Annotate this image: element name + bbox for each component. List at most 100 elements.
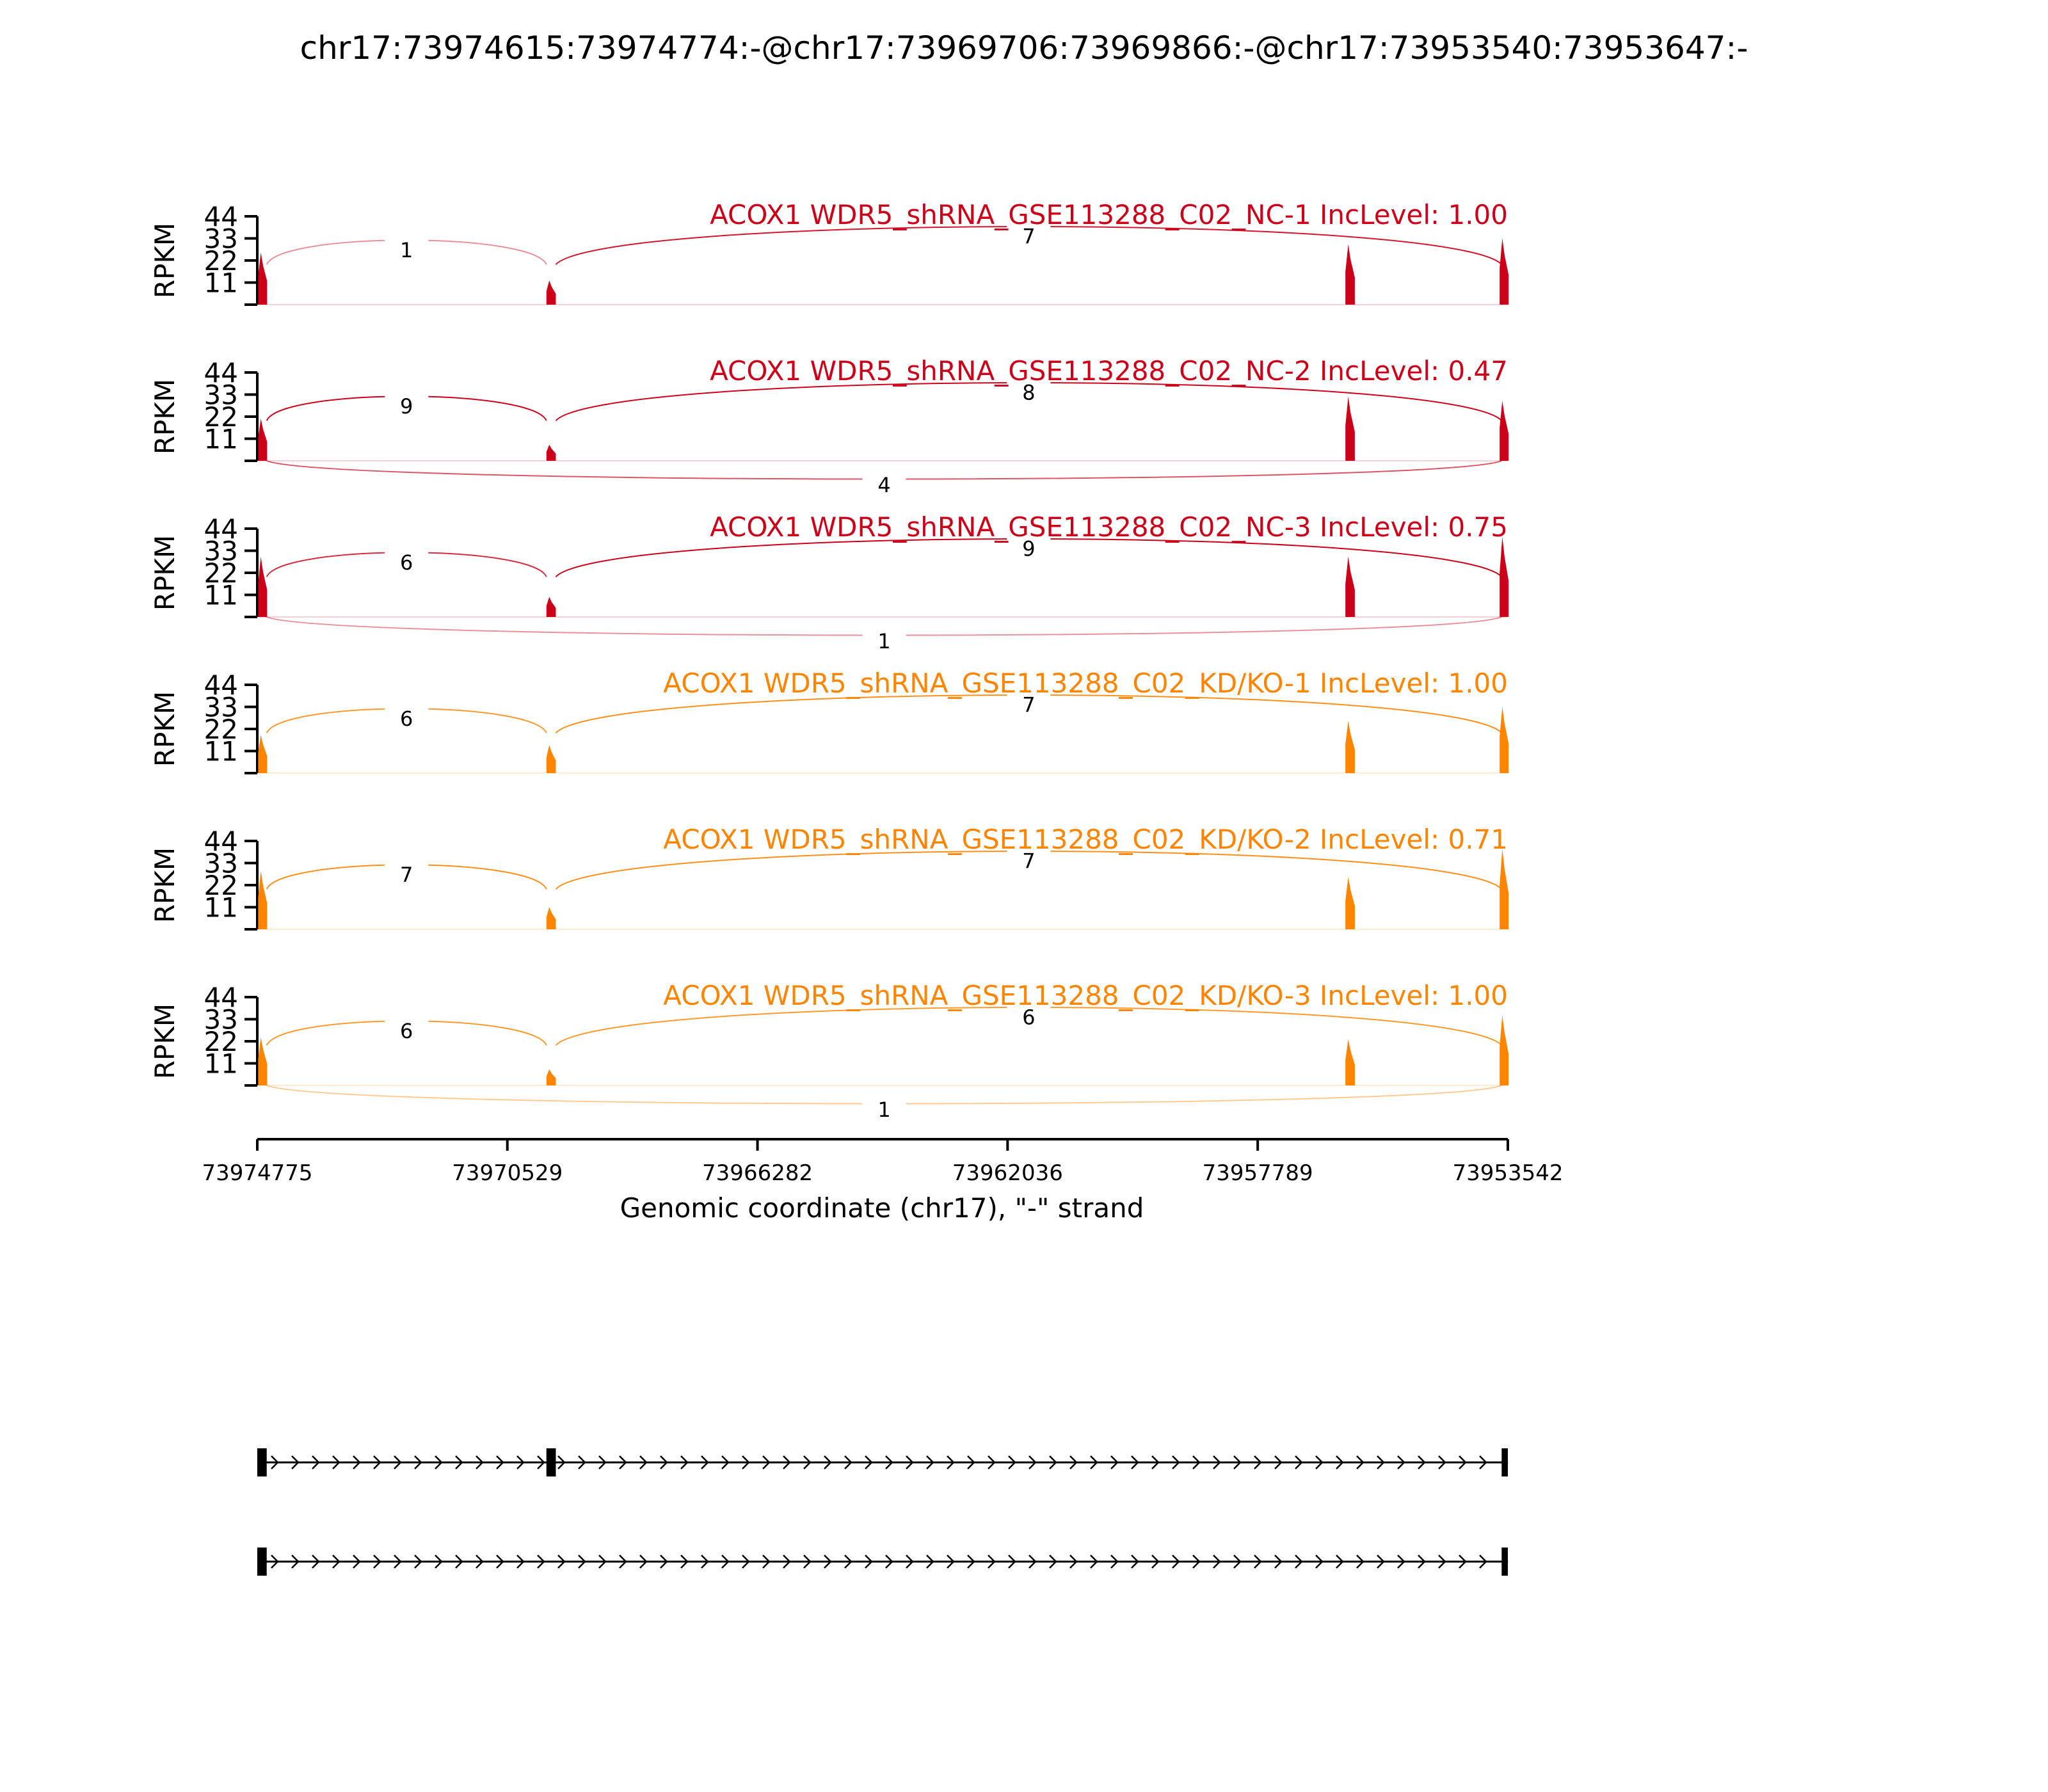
strand-arrow: [721, 1455, 730, 1469]
junction-count-background: [1007, 378, 1051, 407]
junction-count-background: [1007, 1003, 1051, 1032]
strand-arrow: [1069, 1555, 1078, 1569]
coverage-peak: [258, 252, 268, 305]
junction-count-background: [385, 392, 429, 420]
strand-arrow: [967, 1455, 975, 1469]
strand-arrow: [1315, 1555, 1324, 1569]
strand-arrow: [271, 1555, 279, 1569]
strand-arrow: [1131, 1555, 1139, 1569]
junction-count-background: [862, 627, 906, 655]
coverage-peak: [1345, 1039, 1355, 1085]
strand-arrow: [1008, 1555, 1016, 1569]
strand-arrow: [291, 1455, 300, 1469]
strand-arrow: [885, 1455, 893, 1469]
isoform-2: [257, 1548, 1508, 1576]
strand-arrow: [271, 1455, 279, 1469]
strand-arrow: [1377, 1455, 1385, 1469]
strand-arrow: [639, 1455, 648, 1469]
strand-arrow: [660, 1555, 668, 1569]
track-label: ACOX1 WDR5_shRNA_GSE113288_C02_NC-3 IncL…: [710, 511, 1508, 543]
strand-arrow: [1090, 1555, 1098, 1569]
strand-arrow: [1254, 1455, 1262, 1469]
strand-arrow: [394, 1555, 402, 1569]
coverage-peak: [1500, 849, 1509, 929]
track-label: ACOX1 WDR5_shRNA_GSE113288_C02_KD/KO-2 I…: [663, 824, 1508, 855]
junction-count: 1: [877, 1098, 890, 1122]
strand-arrow: [680, 1455, 689, 1469]
strand-arrow: [1151, 1455, 1160, 1469]
strand-arrow: [1479, 1455, 1487, 1469]
strand-arrow: [619, 1555, 627, 1569]
strand-arrow: [291, 1555, 300, 1569]
strand-arrow: [639, 1555, 648, 1569]
junction-count: 6: [400, 550, 413, 575]
strand-arrow: [926, 1455, 934, 1469]
figure-title: chr17:73974615:73974774:-@chr17:73969706…: [300, 29, 1748, 67]
strand-arrow: [824, 1555, 832, 1569]
junction-count: 9: [1022, 537, 1035, 561]
strand-arrow: [1049, 1555, 1057, 1569]
strand-arrow: [1233, 1455, 1242, 1469]
strand-arrow: [394, 1455, 402, 1469]
junction-count-background: [1007, 691, 1051, 719]
y-tick-label: 11: [204, 1048, 238, 1080]
coverage-peak: [1345, 244, 1355, 305]
strand-arrow: [742, 1555, 750, 1569]
junction-count-background: [862, 1096, 906, 1124]
y-tick-label: 33: [204, 536, 238, 567]
junction-count-background: [385, 860, 429, 889]
junction-count-background: [385, 236, 429, 264]
coverage-peak: [1500, 238, 1509, 305]
y-tick-label: 22: [204, 245, 238, 276]
junction-count: 7: [400, 863, 413, 887]
strand-arrow: [414, 1455, 422, 1469]
y-tick-label: 44: [204, 201, 238, 232]
coverage-peak: [1345, 877, 1355, 929]
junction-count-background: [1007, 222, 1051, 251]
y-tick-label: 33: [204, 692, 238, 723]
exon-block: [1501, 1548, 1508, 1576]
junction-count: 7: [1022, 849, 1035, 874]
junction-count: 1: [877, 629, 890, 653]
coverage-peak: [1345, 556, 1355, 617]
strand-arrow: [578, 1455, 586, 1469]
strand-arrow: [1213, 1555, 1221, 1569]
strand-arrow: [762, 1455, 771, 1469]
coverage-peak: [1500, 400, 1509, 461]
coverage-peak: [546, 1069, 556, 1085]
y-tick-label: 22: [204, 1026, 238, 1057]
strand-arrow: [803, 1555, 812, 1569]
track-label: ACOX1 WDR5_shRNA_GSE113288_C02_KD/KO-3 I…: [663, 980, 1508, 1011]
strand-arrow: [783, 1455, 791, 1469]
strand-arrow: [1233, 1555, 1242, 1569]
strand-arrow: [721, 1555, 730, 1569]
strand-arrow: [844, 1455, 852, 1469]
strand-arrow: [1090, 1455, 1098, 1469]
strand-arrow: [783, 1555, 791, 1569]
strand-arrow: [1274, 1455, 1283, 1469]
strand-arrow: [1479, 1555, 1487, 1569]
y-axis-label: RPKM: [149, 1004, 180, 1079]
strand-arrow: [1356, 1455, 1364, 1469]
strand-arrow: [1418, 1555, 1426, 1569]
strand-arrow: [1377, 1555, 1385, 1569]
strand-arrow: [435, 1555, 443, 1569]
track-label: ACOX1 WDR5_shRNA_GSE113288_C02_KD/KO-1 I…: [663, 668, 1508, 699]
strand-arrow: [1151, 1555, 1160, 1569]
strand-arrow: [598, 1555, 607, 1569]
strand-arrow: [906, 1555, 914, 1569]
y-tick-label: 22: [204, 714, 238, 745]
strand-arrow: [1069, 1455, 1078, 1469]
strand-arrow: [1192, 1555, 1201, 1569]
junction-count-background: [862, 471, 906, 499]
y-axis-label: RPKM: [149, 535, 180, 611]
coverage-peak: [1345, 396, 1355, 461]
strand-arrow: [1336, 1555, 1344, 1569]
junction-count-background: [1007, 847, 1051, 876]
strand-arrow: [312, 1455, 320, 1469]
strand-arrow: [353, 1455, 361, 1469]
junction-count: 9: [400, 394, 413, 419]
